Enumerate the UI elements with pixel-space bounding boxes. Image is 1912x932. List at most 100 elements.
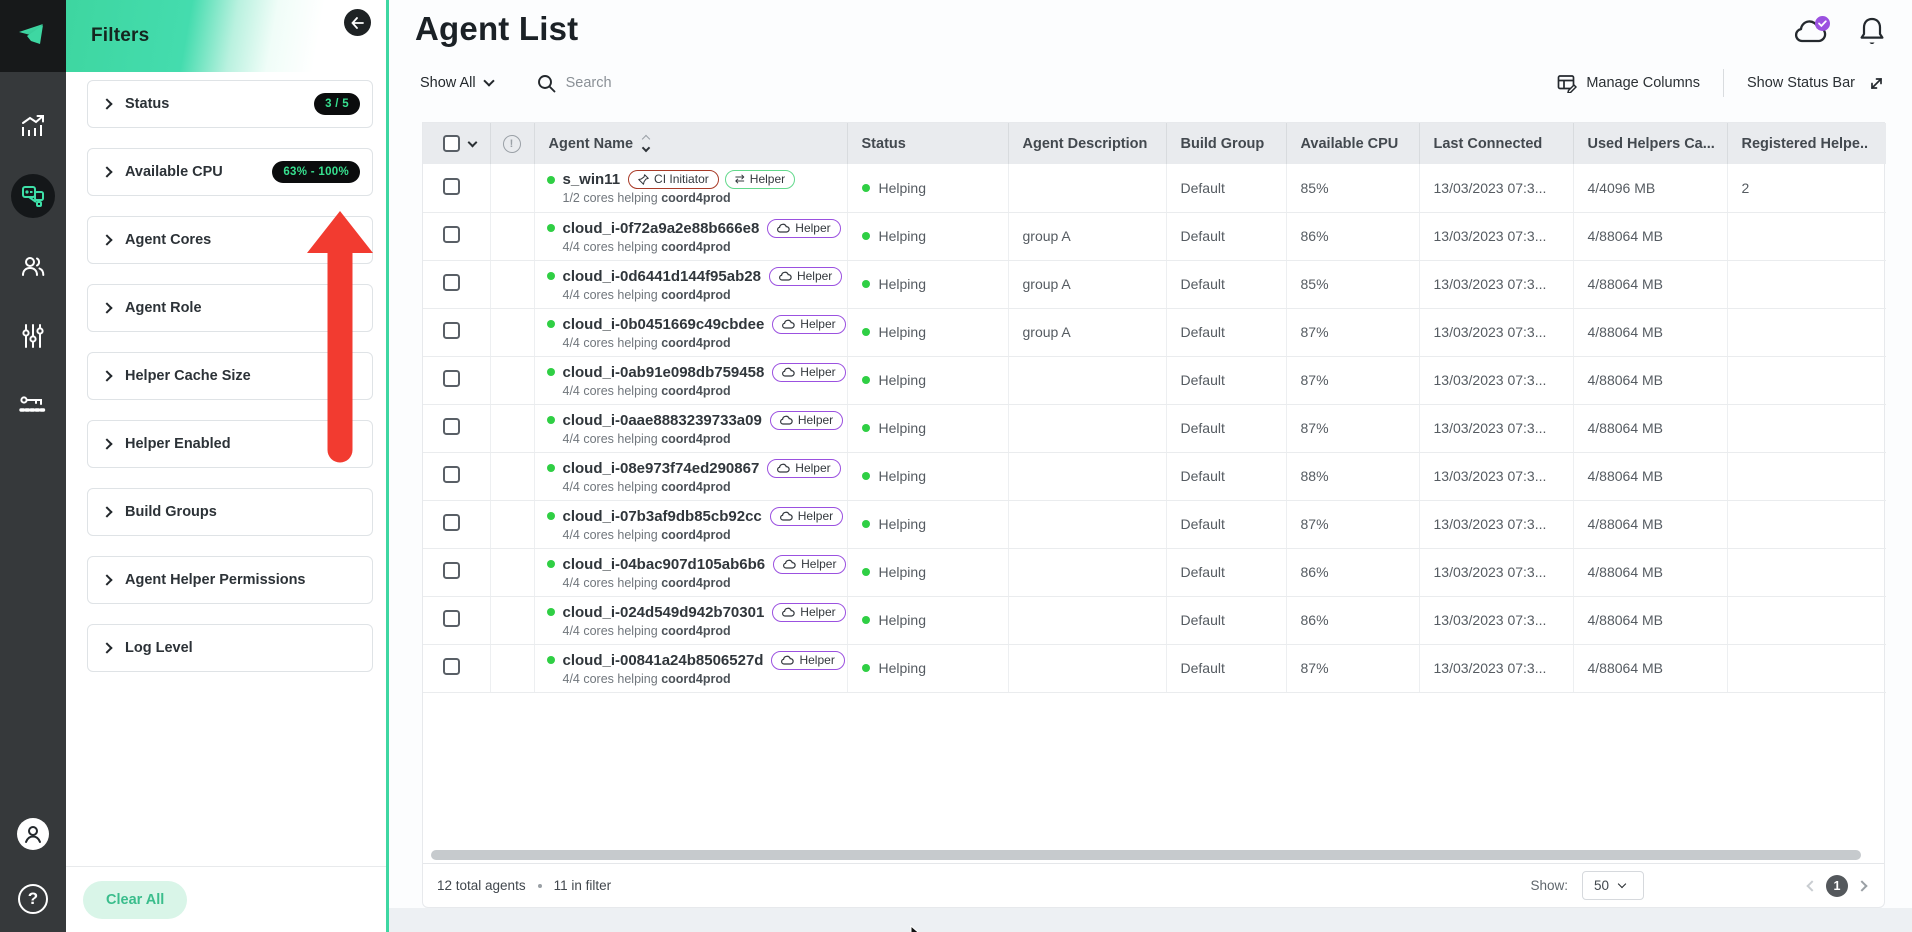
agent-name-link[interactable]: cloud_i-0d6441d144f95ab28 — [563, 268, 761, 285]
app-logo[interactable] — [0, 0, 66, 72]
row-checkbox[interactable] — [443, 322, 460, 339]
chevron-down-icon — [1618, 880, 1626, 888]
filter-list: Status3 / 5 Available CPU63% - 100% Agent … — [66, 72, 386, 692]
status-label: Helping — [879, 660, 926, 676]
filter-item-available-cpu[interactable]: Available CPU63% - 100% — [87, 148, 373, 196]
agent-name-link[interactable]: cloud_i-0aae8883239733a09 — [563, 412, 762, 429]
sidebar-item-access-keys[interactable] — [11, 384, 55, 428]
registered-helpers-cell — [1727, 308, 1886, 356]
row-alert-cell — [490, 404, 534, 452]
col-build-group[interactable]: Build Group — [1166, 123, 1286, 164]
table-body: s_win11 CI Initiator⇄Helper 1/2 cores he… — [423, 164, 1886, 692]
col-available-cpu[interactable]: Available CPU — [1286, 123, 1419, 164]
col-registered-helpers[interactable]: Registered Helpe.. — [1727, 123, 1886, 164]
search-icon — [537, 74, 556, 93]
sidebar-item-agents[interactable] — [11, 174, 55, 218]
col-agent-description[interactable]: Agent Description — [1008, 123, 1166, 164]
agent-name-link[interactable]: cloud_i-0f72a9a2e88b666e8 — [563, 220, 760, 237]
last-connected-cell: 13/03/2023 07:3... — [1419, 164, 1573, 212]
search-box — [537, 74, 706, 93]
agent-subtext: 4/4 cores helping coord4prod — [547, 240, 847, 254]
row-checkbox[interactable] — [443, 658, 460, 675]
agent-online-dot — [547, 560, 555, 568]
sliders-icon — [20, 323, 46, 349]
agent-name-link[interactable]: cloud_i-024d549d942b70301 — [563, 604, 765, 621]
current-page-button[interactable]: 1 — [1826, 875, 1848, 897]
build-group-cell: Default — [1166, 164, 1286, 212]
row-checkbox[interactable] — [443, 418, 460, 435]
select-options-chevron-icon[interactable] — [468, 137, 478, 147]
help-icon[interactable] — [18, 884, 48, 914]
col-agent-name[interactable]: Agent Name — [549, 136, 634, 152]
row-alert-cell — [490, 260, 534, 308]
cloud-icon — [783, 559, 796, 569]
row-checkbox[interactable] — [443, 274, 460, 291]
footer-dot-separator — [538, 884, 542, 888]
filter-item-status[interactable]: Status3 / 5 — [87, 80, 373, 128]
row-checkbox[interactable] — [443, 610, 460, 627]
row-checkbox[interactable] — [443, 226, 460, 243]
filter-item-agent-cores[interactable]: Agent Cores — [87, 216, 373, 264]
row-checkbox[interactable] — [443, 178, 460, 195]
agent-table-card: Agent Name Status Agent Description Buil… — [422, 122, 1885, 908]
description-cell — [1008, 500, 1166, 548]
sidebar-bottom — [17, 818, 49, 914]
scrollbar-thumb[interactable] — [431, 850, 1861, 860]
last-connected-cell: 13/03/2023 07:3... — [1419, 548, 1573, 596]
row-checkbox[interactable] — [443, 514, 460, 531]
page-size-label: Show: — [1530, 878, 1568, 893]
filter-item-helper-enabled[interactable]: Helper Enabled — [87, 420, 373, 468]
filter-item-helper-cache-size[interactable]: Helper Cache Size — [87, 352, 373, 400]
agent-online-dot — [547, 656, 555, 664]
next-page-icon[interactable] — [1856, 880, 1867, 891]
filter-item-agent-role[interactable]: Agent Role — [87, 284, 373, 332]
row-checkbox[interactable] — [443, 562, 460, 579]
last-connected-cell: 13/03/2023 07:3... — [1419, 644, 1573, 692]
sidebar-item-settings[interactable] — [11, 314, 55, 358]
registered-helpers-cell — [1727, 500, 1886, 548]
agent-name-link[interactable]: cloud_i-04bac907d105ab6b6 — [563, 556, 766, 573]
collapse-filters-button[interactable] — [344, 9, 371, 36]
agent-name-link[interactable]: cloud_i-08e973f74ed290867 — [563, 460, 760, 477]
agent-name-link[interactable]: cloud_i-0ab91e098db759458 — [563, 364, 765, 381]
row-checkbox[interactable] — [443, 370, 460, 387]
col-last-connected[interactable]: Last Connected — [1419, 123, 1573, 164]
show-status-bar-label: Show Status Bar — [1747, 75, 1855, 91]
sidebar-item-users[interactable] — [11, 244, 55, 288]
description-cell — [1008, 452, 1166, 500]
select-all-checkbox[interactable] — [443, 135, 460, 152]
chevron-right-icon — [101, 98, 112, 109]
footer-right: Show: 50 1 — [1530, 871, 1866, 900]
col-status[interactable]: Status — [847, 123, 1008, 164]
clear-all-button[interactable]: Clear All — [83, 881, 187, 919]
sort-icon[interactable] — [643, 136, 649, 151]
agent-name-link[interactable]: cloud_i-07b3af9db85cb92cc — [563, 508, 762, 525]
status-dot — [862, 616, 870, 624]
chevron-right-icon — [101, 574, 112, 585]
manage-columns-button[interactable]: Manage Columns — [1557, 74, 1700, 93]
sidebar-item-analytics[interactable] — [11, 104, 55, 148]
cloud-status-button[interactable] — [1794, 16, 1831, 46]
search-input[interactable] — [566, 75, 706, 91]
agent-name-link[interactable]: s_win11 — [563, 171, 621, 188]
filter-item-build-groups[interactable]: Build Groups — [87, 488, 373, 536]
show-status-bar-button[interactable]: Show Status Bar — [1747, 75, 1885, 92]
users-icon — [20, 253, 46, 279]
col-used-helpers[interactable]: Used Helpers Ca... — [1573, 123, 1727, 164]
row-checkbox[interactable] — [443, 466, 460, 483]
page-size-select[interactable]: 50 — [1582, 871, 1644, 900]
prev-page-icon[interactable] — [1806, 880, 1817, 891]
agent-name-link[interactable]: cloud_i-00841a24b8506527d — [563, 652, 764, 669]
agent-badges: CI Initiator⇄Helper — [628, 170, 795, 189]
cloud-icon — [780, 511, 793, 521]
show-all-dropdown[interactable]: Show All — [420, 75, 493, 91]
filter-item-agent-helper-permissions[interactable]: Agent Helper Permissions — [87, 556, 373, 604]
filter-item-log-level[interactable]: Log Level — [87, 624, 373, 672]
helper-badge: Helper — [772, 315, 845, 334]
user-avatar[interactable] — [17, 818, 49, 850]
agent-name-link[interactable]: cloud_i-0b0451669c49cbdee — [563, 316, 765, 333]
filter-label: Log Level — [125, 640, 193, 656]
notifications-button[interactable] — [1859, 16, 1885, 46]
agent-badges: Helper — [772, 363, 845, 382]
used-helpers-cell: 4/88064 MB — [1573, 212, 1727, 260]
